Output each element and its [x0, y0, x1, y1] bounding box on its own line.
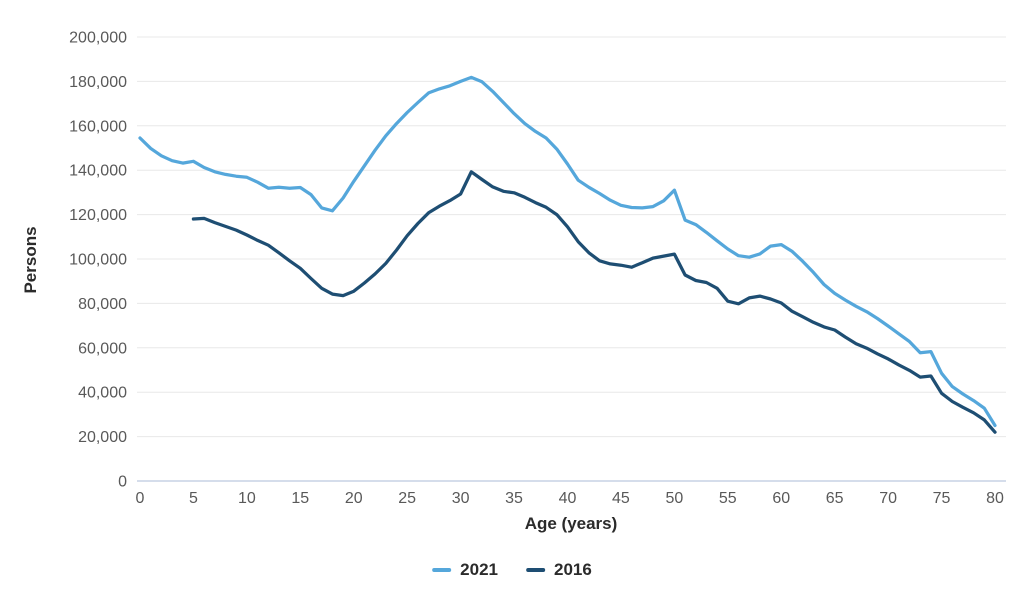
legend-swatch-2021 — [432, 568, 452, 572]
y-tick-label: 0 — [118, 474, 127, 491]
legend-label-2016: 2016 — [554, 560, 592, 579]
y-tick-label: 140,000 — [69, 163, 127, 180]
line-2021 — [138, 75, 997, 428]
legend-label-2021: 2021 — [460, 560, 498, 579]
y-tick-label: 160,000 — [69, 118, 127, 135]
x-tick-label: 0 — [136, 490, 145, 507]
y-tick-label: 100,000 — [69, 252, 127, 269]
x-tick-label: 60 — [772, 490, 790, 507]
y-tick-label: 60,000 — [78, 340, 127, 357]
x-tick-label: 50 — [665, 490, 683, 507]
x-tick-label: 25 — [398, 490, 416, 507]
y-axis-title: Persons — [21, 226, 40, 294]
x-tick-label: 70 — [879, 490, 897, 507]
legend: 2021 2016 — [432, 560, 592, 580]
line-2016 — [191, 170, 997, 434]
x-tick-label: 75 — [933, 490, 951, 507]
x-tick-label: 80 — [986, 490, 1004, 507]
x-axis-title: Age (years) — [524, 514, 618, 533]
legend-item-2021[interactable]: 2021 — [432, 560, 498, 580]
y-tick-label: 200,000 — [69, 30, 127, 47]
legend-swatch-2016 — [526, 568, 545, 572]
y-tick-label: 120,000 — [69, 207, 127, 224]
x-tick-label: 20 — [345, 490, 363, 507]
y-tick-label: 80,000 — [78, 296, 127, 313]
x-tick-label: 10 — [238, 490, 256, 507]
x-tick-label: 45 — [612, 490, 630, 507]
x-tick-label: 40 — [559, 490, 577, 507]
y-tick-label: 180,000 — [69, 74, 127, 91]
y-tick-label: 40,000 — [78, 385, 127, 402]
x-tick-label: 5 — [189, 490, 198, 507]
legend-item-2016[interactable]: 2016 — [526, 560, 592, 580]
x-tick-label: 15 — [291, 490, 309, 507]
y-tick-label: 20,000 — [78, 429, 127, 446]
x-tick-label: 30 — [452, 490, 470, 507]
x-tick-label: 65 — [826, 490, 844, 507]
x-tick-label: 55 — [719, 490, 737, 507]
x-tick-label: 35 — [505, 490, 523, 507]
